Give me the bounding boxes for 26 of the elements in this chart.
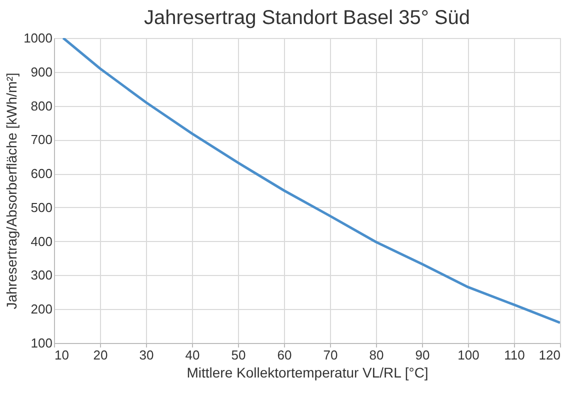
y-tick-label: 400 xyxy=(30,234,52,249)
y-tick-label: 100 xyxy=(30,336,52,350)
y-tick-label: 200 xyxy=(30,302,52,317)
y-tick-label: 800 xyxy=(30,98,52,114)
y-tick-label: 700 xyxy=(30,132,52,148)
chart-title: Jahresertrag Standort Basel 35° Süd xyxy=(144,7,470,29)
y-tick-label: 900 xyxy=(30,64,52,80)
y-tick-label: 300 xyxy=(30,268,52,283)
y-tick-label: 1000 xyxy=(24,30,52,46)
x-tick-label: 10 xyxy=(54,348,69,362)
x-tick-label: 100 xyxy=(458,348,480,362)
y-tick-label: 600 xyxy=(30,166,52,182)
x-tick-label: 110 xyxy=(504,348,525,362)
line-series xyxy=(62,38,560,324)
x-tick-label: 80 xyxy=(369,348,384,362)
x-tick-label: 60 xyxy=(277,348,292,362)
y-axis-title: Jahresertrag/Absorberfläche [kWh/m²] xyxy=(4,72,20,310)
x-tick-label: 120 xyxy=(538,348,560,362)
y-tick-label: 500 xyxy=(30,200,52,215)
x-axis-title: Mittlere Kollektortemperatur VL/RL [°C] xyxy=(186,364,428,380)
x-tick-label: 40 xyxy=(185,348,200,362)
x-tick-label: 30 xyxy=(139,348,154,362)
x-tick-label: 90 xyxy=(415,348,430,362)
x-tick-label: 20 xyxy=(93,348,108,362)
x-tick-label: 50 xyxy=(231,348,246,362)
x-tick-label: 70 xyxy=(323,348,338,362)
